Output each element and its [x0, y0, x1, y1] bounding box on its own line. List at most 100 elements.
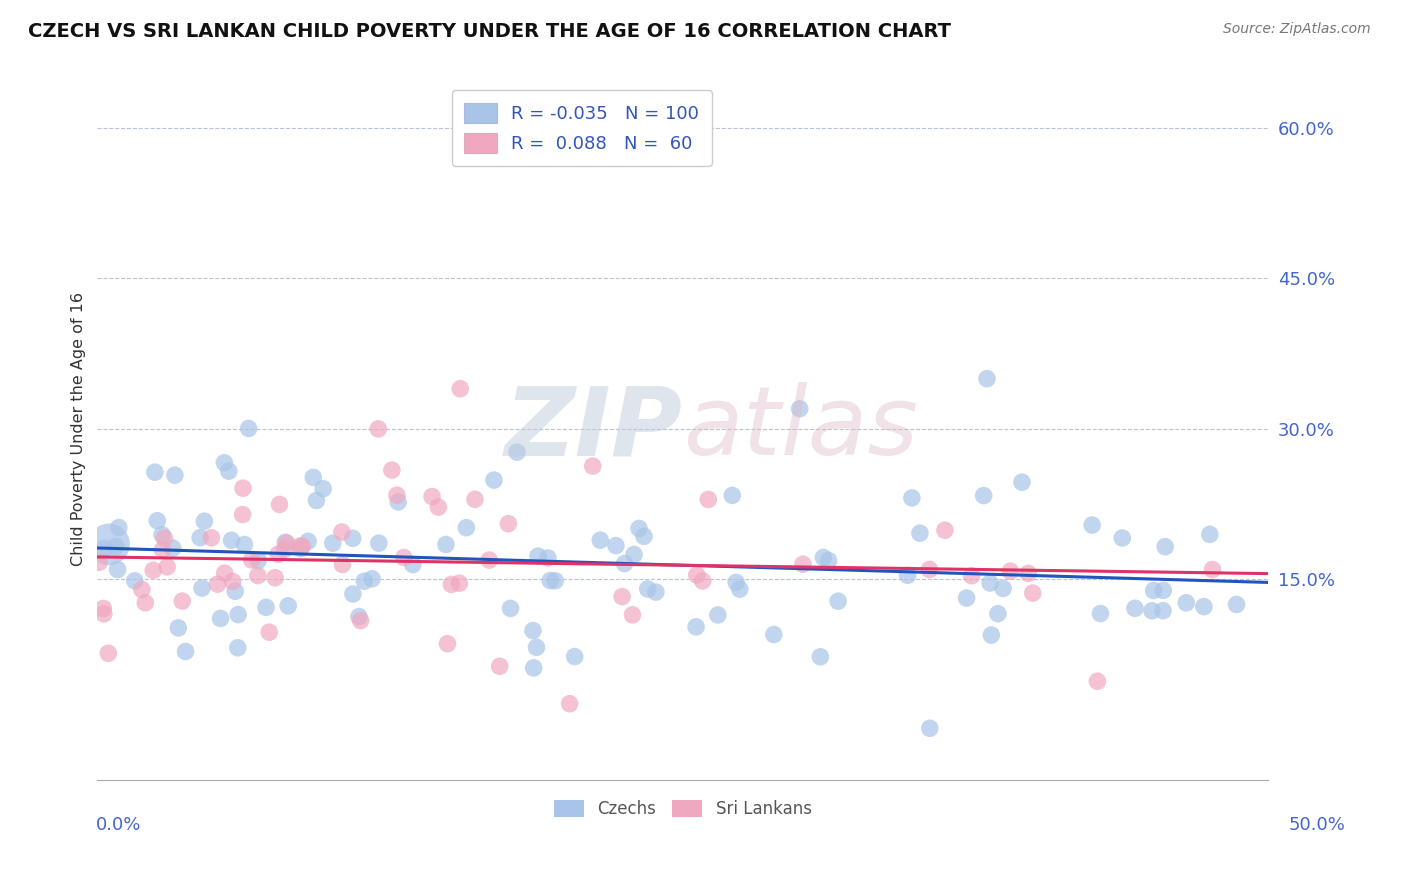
Point: [152, 542, 174, 557]
Point: [623, 548, 645, 562]
Point: [322, 536, 344, 550]
Point: [987, 607, 1010, 621]
Point: [332, 558, 354, 572]
Point: [297, 534, 319, 549]
Point: [302, 470, 325, 484]
Point: [124, 574, 146, 588]
Point: [134, 596, 156, 610]
Point: [621, 607, 644, 622]
Point: [291, 539, 314, 553]
Point: [214, 456, 236, 470]
Point: [91, 601, 114, 615]
Point: [527, 549, 550, 563]
Point: [808, 649, 831, 664]
Point: [98, 537, 121, 551]
Point: [392, 550, 415, 565]
Point: [605, 539, 627, 553]
Point: [218, 464, 240, 478]
Point: [162, 541, 184, 556]
Point: [813, 550, 835, 565]
Text: atlas: atlas: [683, 383, 918, 475]
Point: [1225, 598, 1247, 612]
Point: [353, 574, 375, 589]
Point: [1140, 604, 1163, 618]
Point: [633, 529, 655, 543]
Point: [1152, 604, 1174, 618]
Point: [232, 481, 254, 495]
Point: [1087, 674, 1109, 689]
Point: [349, 614, 371, 628]
Point: [1175, 596, 1198, 610]
Point: [1123, 601, 1146, 615]
Point: [789, 401, 811, 416]
Point: [955, 591, 977, 605]
Text: 0.0%: 0.0%: [96, 816, 141, 834]
Point: [233, 537, 256, 551]
Point: [277, 599, 299, 613]
Point: [498, 516, 520, 531]
Point: [908, 526, 931, 541]
Point: [564, 649, 586, 664]
Point: [537, 551, 560, 566]
Point: [538, 574, 561, 588]
Point: [980, 628, 1002, 642]
Point: [478, 553, 501, 567]
Point: [226, 607, 249, 622]
Point: [93, 541, 115, 556]
Point: [1000, 564, 1022, 578]
Point: [107, 562, 129, 576]
Point: [1017, 566, 1039, 581]
Point: [934, 523, 956, 537]
Point: [449, 382, 471, 396]
Point: [523, 661, 546, 675]
Y-axis label: Child Poverty Under the Age of 16: Child Poverty Under the Age of 16: [72, 292, 86, 566]
Point: [482, 473, 505, 487]
Point: [367, 422, 389, 436]
Point: [1081, 518, 1104, 533]
Point: [143, 465, 166, 479]
Point: [267, 547, 290, 561]
Point: [232, 508, 254, 522]
Point: [686, 568, 709, 582]
Point: [200, 531, 222, 545]
Text: ZIP: ZIP: [505, 383, 683, 475]
Point: [153, 531, 176, 545]
Point: [544, 574, 567, 588]
Point: [973, 489, 995, 503]
Point: [725, 575, 748, 590]
Legend: Czechs, Sri Lankans: Czechs, Sri Lankans: [547, 793, 818, 825]
Point: [692, 574, 714, 588]
Point: [238, 421, 260, 435]
Point: [342, 532, 364, 546]
Point: [276, 536, 298, 550]
Point: [257, 625, 280, 640]
Point: [288, 539, 311, 553]
Point: [817, 553, 839, 567]
Point: [131, 582, 153, 597]
Point: [1090, 607, 1112, 621]
Point: [104, 540, 127, 554]
Point: [420, 490, 443, 504]
Point: [290, 541, 312, 556]
Point: [156, 559, 179, 574]
Point: [728, 582, 751, 596]
Point: [361, 572, 384, 586]
Point: [897, 568, 920, 582]
Point: [589, 533, 612, 548]
Point: [979, 576, 1001, 591]
Text: 50.0%: 50.0%: [1289, 816, 1346, 834]
Point: [142, 563, 165, 577]
Point: [610, 590, 633, 604]
Point: [87, 555, 110, 569]
Point: [387, 495, 409, 509]
Text: CZECH VS SRI LANKAN CHILD POVERTY UNDER THE AGE OF 16 CORRELATION CHART: CZECH VS SRI LANKAN CHILD POVERTY UNDER …: [28, 22, 950, 41]
Text: Source: ZipAtlas.com: Source: ZipAtlas.com: [1223, 22, 1371, 37]
Point: [526, 640, 548, 655]
Point: [150, 527, 173, 541]
Point: [464, 492, 486, 507]
Point: [221, 574, 243, 589]
Point: [224, 584, 246, 599]
Point: [613, 557, 636, 571]
Point: [330, 524, 353, 539]
Point: [254, 600, 277, 615]
